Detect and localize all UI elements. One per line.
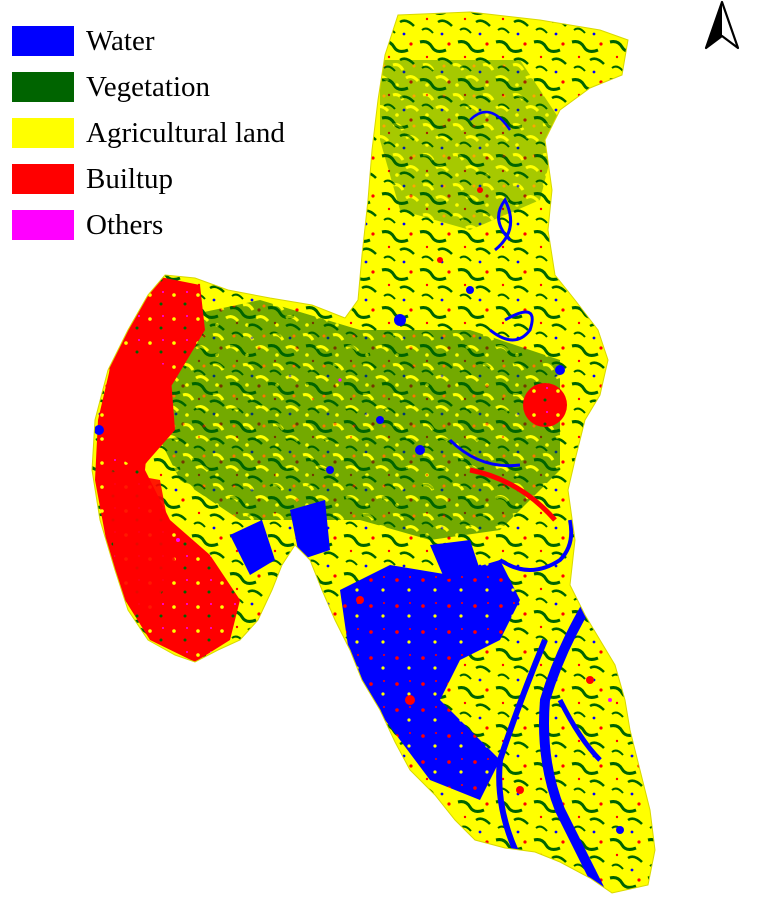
river <box>494 197 513 252</box>
builtup-area <box>105 470 175 620</box>
north-arrow-icon <box>704 0 740 50</box>
legend-label: Water <box>86 24 155 57</box>
river <box>448 438 521 468</box>
water-area <box>290 500 330 560</box>
river <box>469 110 512 131</box>
legend-item: Builtup <box>12 156 285 202</box>
legend-swatch <box>12 164 74 194</box>
map-legend: Water Vegetation Agricultural land Builtup O… <box>12 18 285 248</box>
river <box>498 519 574 572</box>
river <box>496 638 548 862</box>
river <box>539 597 605 893</box>
legend-item: Others <box>12 202 285 248</box>
water-area <box>430 540 480 580</box>
legend-item: Agricultural land <box>12 110 285 156</box>
legend-swatch <box>12 118 74 148</box>
legend-label: Builtup <box>86 162 174 195</box>
legend-item: Vegetation <box>12 64 285 110</box>
legend-swatch <box>12 210 74 240</box>
vegetation-area <box>120 300 560 540</box>
legend-item: Water <box>12 18 285 64</box>
water-area <box>230 520 275 575</box>
legend-label: Others <box>86 208 164 241</box>
legend-swatch <box>12 72 74 102</box>
water-area <box>340 560 520 800</box>
river <box>557 698 602 762</box>
builtup-area <box>105 360 175 470</box>
legend-label: Agricultural land <box>86 116 285 149</box>
legend-label: Vegetation <box>86 70 211 103</box>
river <box>489 310 534 342</box>
vegetation-area <box>380 60 560 230</box>
legend-swatch <box>12 26 74 56</box>
